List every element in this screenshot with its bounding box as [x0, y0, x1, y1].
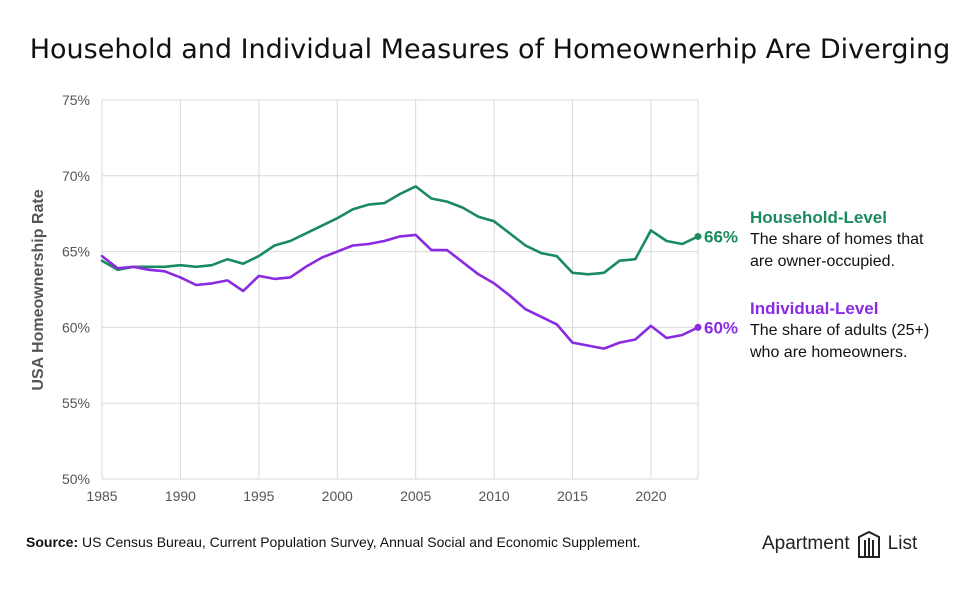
- household-annotation: Household-Level The share of homes that …: [750, 207, 923, 273]
- household-levelseries-line: [100, 185, 700, 276]
- individual-levelendpoint-marker: [694, 323, 702, 331]
- source-note: Source: US Census Bureau, Current Popula…: [26, 534, 641, 550]
- building-icon: [857, 530, 880, 558]
- individual-desc-2: who are homeowners.: [750, 344, 908, 361]
- individual-levelend-label: 60%: [704, 318, 738, 337]
- y-tick-label: 55%: [62, 395, 90, 411]
- individual-desc-1: The share of adults (25+): [750, 322, 930, 339]
- x-tick-label: 2005: [400, 488, 431, 504]
- x-tick-label: 1990: [165, 488, 196, 504]
- individual-levelseries-line: [100, 233, 700, 350]
- x-tick-label: 2015: [557, 488, 588, 504]
- individual-level-label: Individual-Level: [750, 299, 879, 318]
- source-text: US Census Bureau, Current Population Sur…: [78, 534, 641, 550]
- logo-text-right: List: [887, 533, 918, 554]
- household-level-label: Household-Level: [750, 208, 887, 227]
- x-tick-label: 2020: [635, 488, 666, 504]
- x-axis-ticks: 1985 1990 1995 2000 2005 2010 2015 2020: [86, 488, 666, 504]
- source-label: Source:: [26, 534, 79, 550]
- y-tick-label: 70%: [62, 168, 90, 184]
- x-tick-label: 1995: [243, 488, 274, 504]
- apartment-list-logo: Apartment List: [762, 528, 917, 560]
- y-tick-label: 50%: [62, 471, 90, 487]
- y-tick-label: 75%: [62, 92, 90, 108]
- series-lines: 66% 60%: [100, 185, 738, 350]
- grid-lines: [101, 99, 699, 480]
- y-axis-ticks: 50% 55% 60% 65% 70% 75%: [62, 92, 90, 487]
- household-desc-1: The share of homes that: [750, 231, 924, 248]
- household-levelend-label: 66%: [704, 227, 738, 246]
- logo-text-left: Apartment: [762, 533, 850, 554]
- x-tick-label: 2000: [322, 488, 353, 504]
- household-desc-2: are owner-occupied.: [750, 253, 895, 270]
- chart-title: Household and Individual Measures of Hom…: [29, 34, 951, 65]
- individual-annotation: Individual-Level The share of adults (25…: [750, 298, 929, 364]
- y-tick-label: 65%: [62, 244, 90, 260]
- x-tick-label: 1985: [86, 488, 117, 504]
- x-tick-label: 2010: [479, 488, 510, 504]
- y-axis-label: USA Homeownership Rate: [30, 189, 47, 390]
- household-levelendpoint-marker: [694, 232, 702, 240]
- y-tick-label: 60%: [62, 319, 90, 335]
